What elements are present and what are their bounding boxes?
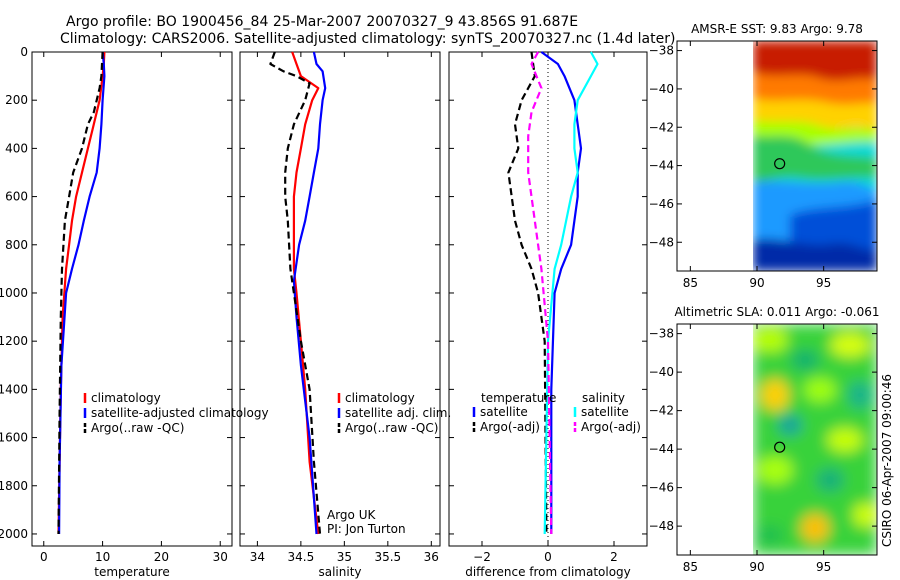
- y-tick-label: −44: [649, 442, 674, 456]
- side-timestamp: CSIRO 06-Apr-2007 09:00:46: [880, 374, 894, 547]
- series-line-1: [58, 51, 106, 535]
- legend-label: Argo(-adj): [581, 420, 641, 434]
- annotation-text: Argo UK: [327, 508, 376, 522]
- y-tick-label: −48: [649, 235, 674, 249]
- y-tick-label: 600: [5, 190, 28, 204]
- legend-label: climatology: [345, 391, 415, 405]
- legend-label: satellite: [480, 405, 528, 419]
- y-tick-label: 1800: [0, 479, 28, 493]
- x-tick-label: 85: [683, 276, 698, 290]
- y-tick-label: −48: [649, 519, 674, 533]
- header-line-2: Climatology: CARS2006. Satellite-adjuste…: [60, 31, 675, 47]
- x-tick-label: 34: [250, 550, 265, 564]
- series-line-3: [527, 51, 553, 535]
- x-tick-label: 90: [749, 276, 764, 290]
- legend-label: salinity: [582, 391, 625, 405]
- profile-panel-0: 0 10 20 30 0 200 400 600 800 1000 1200 1400 1600 1800…: [0, 45, 269, 579]
- y-tick-label: −46: [649, 481, 674, 495]
- x-tick-label: 10: [95, 550, 110, 564]
- x-tick-label: 2: [610, 550, 618, 564]
- map-frame: [676, 323, 878, 556]
- map-title: Altimetric SLA: 0.011 Argo: -0.061: [674, 305, 879, 319]
- y-tick-label: −44: [649, 159, 674, 173]
- x-tick-label: 95: [816, 276, 831, 290]
- y-tick-label: −42: [649, 404, 674, 418]
- y-tick-label: 800: [5, 238, 28, 252]
- header-line-1: Argo profile: BO 1900456_84 25-Mar-2007 …: [66, 14, 578, 30]
- series-line-1: [292, 51, 327, 535]
- series-line-2: [57, 51, 104, 535]
- sst-map-image: [753, 41, 877, 271]
- x-tick-label: 30: [213, 550, 228, 564]
- map-frame: [676, 40, 878, 272]
- series-line-2: [543, 51, 599, 535]
- y-tick-label: −38: [649, 327, 674, 341]
- legend-label: satellite: [581, 405, 629, 419]
- y-tick-label: −40: [649, 82, 674, 96]
- legend-label: satellite adj. clim.: [345, 406, 451, 420]
- legend-label: Argo(-adj): [480, 420, 540, 434]
- x-tick-label: 36: [424, 550, 439, 564]
- y-tick-label: −46: [649, 197, 674, 211]
- map-title: AMSR-E SST: 9.83 Argo: 9.78: [691, 22, 863, 36]
- y-tick-label: 1000: [0, 286, 28, 300]
- axes-frame: [239, 51, 441, 547]
- y-tick-label: 1600: [0, 431, 28, 445]
- y-tick-label: −40: [649, 365, 674, 379]
- x-tick-label: 0: [544, 550, 552, 564]
- x-tick-label: 90: [749, 560, 764, 574]
- x-tick-label: 20: [154, 550, 169, 564]
- x-tick-label: 0: [40, 550, 48, 564]
- series-line-2: [269, 51, 322, 535]
- y-tick-label: 2000: [0, 527, 28, 541]
- series-line-1: [507, 51, 548, 535]
- x-tick-label: 34.5: [288, 550, 315, 564]
- y-tick-label: 200: [5, 93, 28, 107]
- x-tick-label: 35.5: [374, 550, 401, 564]
- x-tick-label: −2: [473, 550, 491, 564]
- map-panel-1: Altimetric SLA: 0.011 Argo: -0.061 85 90 95…: [649, 305, 880, 574]
- map-panel-0: AMSR-E SST: 9.83 Argo: 9.78 85 90 95 −38 −40 −…: [649, 22, 878, 290]
- x-tick-label: 95: [816, 560, 831, 574]
- y-tick-label: 1400: [0, 382, 28, 396]
- y-tick-label: 400: [5, 141, 28, 155]
- axes-frame: [31, 51, 233, 547]
- y-tick-label: 0: [20, 45, 28, 59]
- x-axis-label: difference from climatology: [465, 565, 631, 579]
- legend-label: Argo(..raw -QC): [91, 421, 184, 435]
- legend-label: satellite-adjusted climatology: [91, 406, 269, 420]
- y-tick-label: −38: [649, 44, 674, 58]
- legend-label: climatology: [91, 391, 161, 405]
- y-tick-label: −42: [649, 120, 674, 134]
- legend-label: Argo(..raw -QC): [345, 421, 438, 435]
- sla-map-image: [753, 324, 877, 555]
- x-axis-label: temperature: [94, 565, 169, 579]
- x-tick-label: 35: [337, 550, 352, 564]
- profile-panel-1: 34 34.5 35 35.5 36 salinity climatologysatelli…: [239, 51, 451, 579]
- series-line-0: [540, 51, 583, 534]
- y-tick-label: 1200: [0, 334, 28, 348]
- argo-location-marker: [774, 158, 786, 170]
- argo-location-marker: [774, 441, 786, 453]
- legend-label: temperature: [481, 391, 556, 405]
- x-axis-label: salinity: [318, 565, 361, 579]
- annotation-text: PI: Jon Turton: [327, 522, 406, 536]
- axes-frame: [448, 51, 648, 547]
- x-tick-label: 85: [683, 560, 698, 574]
